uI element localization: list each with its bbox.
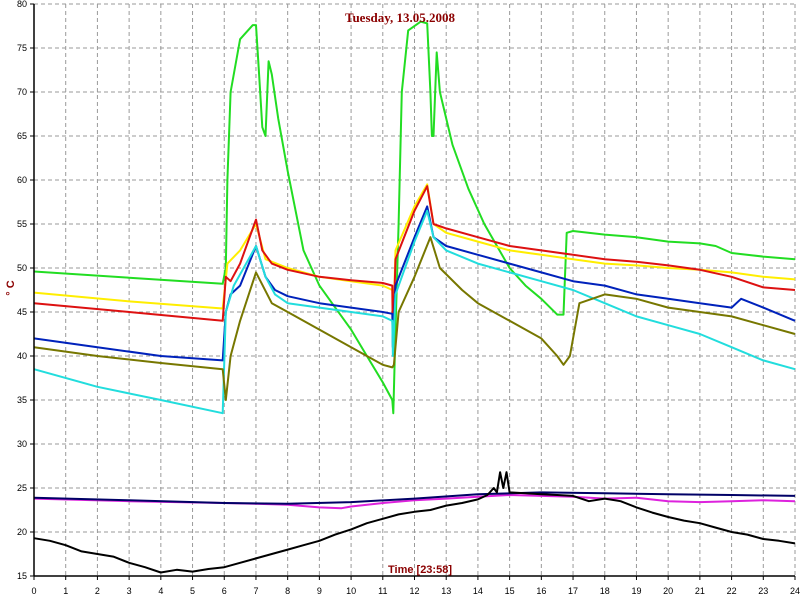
y-tick-label-13: 80	[17, 0, 27, 9]
series-line-7	[33, 491, 796, 505]
y-tick-label-12: 75	[17, 43, 27, 53]
x-tick-label-15: 15	[505, 586, 515, 596]
x-tick-label-24: 24	[790, 586, 800, 596]
y-tick-label-6: 45	[17, 307, 27, 317]
series-line-4	[33, 209, 796, 415]
y-tick-label-1: 20	[17, 527, 27, 537]
series-line-0	[33, 20, 796, 415]
x-tick-label-5: 5	[190, 586, 195, 596]
y-tick-label-9: 60	[17, 175, 27, 185]
x-tick-label-23: 23	[758, 586, 768, 596]
series-group	[33, 20, 796, 574]
x-tick-label-3: 3	[127, 586, 132, 596]
chart-title: Tuesday, 13.05.2008	[345, 10, 456, 25]
x-tick-label-10: 10	[346, 586, 356, 596]
grid	[33, 3, 796, 577]
x-tick-label-11: 11	[378, 586, 387, 596]
y-tick-label-3: 30	[17, 439, 27, 449]
x-tick-label-20: 20	[663, 586, 673, 596]
x-axis-label: Time [23:58]	[388, 564, 452, 576]
y-tick-label-4: 35	[17, 395, 27, 405]
x-tick-label-17: 17	[568, 586, 578, 596]
x-tick-label-0: 0	[31, 586, 36, 596]
y-tick-label-10: 65	[17, 131, 27, 141]
x-tick-label-19: 19	[631, 586, 641, 596]
series-line-8	[33, 471, 796, 574]
y-tick-label-11: 70	[17, 87, 27, 97]
x-tick-label-8: 8	[285, 586, 290, 596]
x-tick-label-12: 12	[409, 586, 419, 596]
x-tick-label-4: 4	[158, 586, 163, 596]
x-tick-label-6: 6	[222, 586, 227, 596]
axes	[30, 3, 796, 580]
x-tick-label-2: 2	[95, 586, 100, 596]
y-tick-label-2: 25	[17, 483, 27, 493]
x-tick-label-1: 1	[63, 586, 68, 596]
x-tick-label-14: 14	[473, 586, 483, 596]
x-tick-label-22: 22	[727, 586, 737, 596]
y-tick-label-5: 40	[17, 351, 27, 361]
x-tick-label-18: 18	[600, 586, 610, 596]
x-tick-label-16: 16	[536, 586, 546, 596]
series-line-3	[33, 205, 796, 362]
x-tick-label-21: 21	[695, 586, 705, 596]
y-axis-label: ° C	[5, 280, 17, 295]
y-tick-label-7: 50	[17, 263, 27, 273]
y-tick-label-8: 55	[17, 219, 27, 229]
x-tick-label-13: 13	[441, 586, 451, 596]
x-tick-label-7: 7	[253, 586, 258, 596]
tick-labels: 0 1 2 3 4 5 6 7 8 9 10 11 12 13 14 15 16 17 18 19 20 21 22 23 24…	[17, 0, 800, 596]
series-line-2	[33, 185, 796, 349]
series-line-5	[33, 236, 796, 401]
y-tick-label-0: 15	[17, 571, 27, 581]
x-tick-label-9: 9	[317, 586, 322, 596]
